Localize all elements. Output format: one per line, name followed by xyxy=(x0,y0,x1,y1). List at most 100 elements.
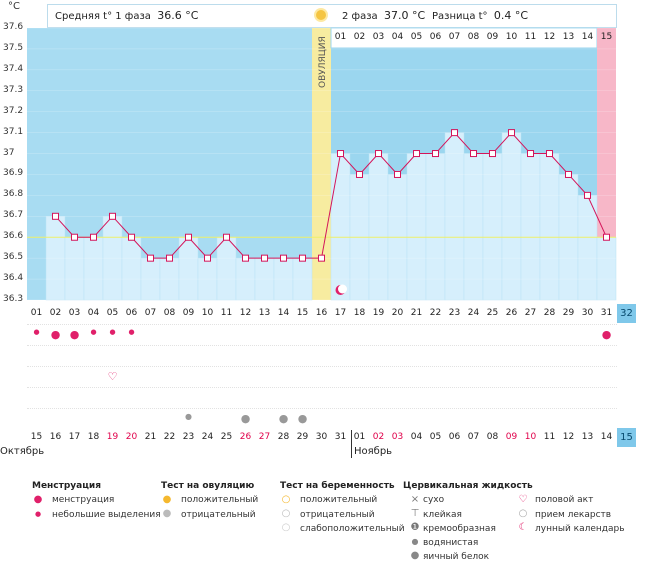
legend-menstruation-title: Менструация xyxy=(32,481,101,491)
calendar-date: 10 xyxy=(524,432,537,442)
calendar-date: 07 xyxy=(467,432,480,442)
legend-moon: лунный календарь xyxy=(535,524,625,534)
symptom-row xyxy=(27,345,617,367)
phase2-label: 2 фаза xyxy=(342,11,378,22)
y-tick-label: 36.5 xyxy=(3,252,24,263)
phase2-day-number: 05 xyxy=(410,32,423,42)
menstruation-icon: ● xyxy=(50,328,61,341)
phase2-day-number: 01 xyxy=(334,32,347,42)
calendar-date: 16 xyxy=(49,432,62,442)
calendar-date: 08 xyxy=(486,432,499,442)
next-period-band xyxy=(597,28,616,300)
calendar-date: 09 xyxy=(505,432,518,442)
eggwhite-icon: ● xyxy=(240,412,251,425)
temp-bar-day-17 xyxy=(330,153,351,301)
temp-bar-day-06 xyxy=(121,236,142,301)
temp-point-day-04 xyxy=(90,233,97,241)
eggwhite-icon: ● xyxy=(278,412,289,425)
cycle-day-label: 08 xyxy=(163,308,176,318)
symptom-row xyxy=(27,387,617,409)
calendar-date: 30 xyxy=(315,432,328,442)
cycle-day-label: 25 xyxy=(486,308,499,318)
temperature-chart: ОВУЛЯЦИЯ xyxy=(27,27,617,301)
sticky-icon: ⊤ xyxy=(410,508,420,519)
menstruation-icon: ● xyxy=(90,328,97,336)
temp-bar-day-28 xyxy=(539,153,560,301)
intercourse-icon: ♡ xyxy=(107,370,118,383)
spotting-icon: ● xyxy=(34,510,42,518)
temp-point-day-31 xyxy=(603,233,610,241)
symptom-row xyxy=(27,324,617,346)
legend-ovtest-positive: положительный xyxy=(181,495,259,505)
temp-bar-day-22 xyxy=(425,153,446,301)
calendar-date: 24 xyxy=(201,432,214,442)
temp-bar-day-25 xyxy=(482,153,503,301)
temp-point-day-18 xyxy=(356,170,363,178)
calendar-date: 15 xyxy=(30,432,43,442)
temp-bar-day-09 xyxy=(178,236,199,301)
y-tick-label: 37 xyxy=(3,147,15,158)
temp-point-day-20 xyxy=(394,170,401,178)
temp-bar-day-24 xyxy=(463,153,484,301)
phase2-day-number: 08 xyxy=(467,32,480,42)
temp-bar-day-19 xyxy=(368,153,389,301)
legend-spotting: небольшие выделения xyxy=(52,510,161,520)
phase1-label: Средняя t° 1 фаза xyxy=(55,11,151,22)
temp-point-day-03 xyxy=(71,233,78,241)
month-november: Ноябрь xyxy=(354,446,393,457)
y-tick-label: 37.1 xyxy=(3,126,24,137)
calendar-date: 22 xyxy=(163,432,176,442)
cycle-day-label: 17 xyxy=(334,308,347,318)
calendar-date: 13 xyxy=(581,432,594,442)
phase1-value: 36.6 °C xyxy=(157,9,199,22)
cycle-day-label: 30 xyxy=(581,308,594,318)
diff-value: 0.4 °C xyxy=(493,9,529,22)
phase2-day-number: 12 xyxy=(543,32,556,42)
temp-point-day-28 xyxy=(546,150,553,158)
temp-point-day-11 xyxy=(223,233,230,241)
moon-icon: ☾ xyxy=(518,522,528,533)
temp-point-day-23 xyxy=(451,129,458,137)
temp-point-day-30 xyxy=(584,191,591,199)
phase2-day-number: 06 xyxy=(429,32,442,42)
cycle-day-label: 14 xyxy=(277,308,290,318)
menstruation-icon: ● xyxy=(109,328,116,336)
difference: Разница t° 0.4 °C xyxy=(432,9,528,22)
period-day-badge: 15 xyxy=(617,428,636,447)
legend-pregtest-title: Тест на беременность xyxy=(280,481,395,491)
legend-pregtest-positive: положительный xyxy=(300,495,378,505)
cycle-day-label: 11 xyxy=(220,308,233,318)
calendar-date: 31 xyxy=(334,432,347,442)
watery-icon: ● xyxy=(185,412,192,421)
calendar-date: 03 xyxy=(391,432,404,442)
temp-point-day-06 xyxy=(128,233,135,241)
legend-dry: сухо xyxy=(423,495,445,505)
calendar-date: 05 xyxy=(429,432,442,442)
calendar-date: 04 xyxy=(410,432,423,442)
temp-point-day-10 xyxy=(204,254,211,262)
calendar-date: 26 xyxy=(239,432,252,442)
legend-watery: водянистая xyxy=(423,538,479,548)
temp-point-day-02 xyxy=(52,212,59,220)
temp-bar-day-04 xyxy=(83,236,104,301)
eggwhite-icon: ● xyxy=(297,412,308,425)
cycle-day-label: 12 xyxy=(239,308,252,318)
ovulation-label: ОВУЛЯЦИЯ xyxy=(318,36,328,88)
legend-pregtest-negative: отрицательный xyxy=(300,510,375,520)
temp-bar-day-03 xyxy=(64,236,85,301)
temp-point-day-26 xyxy=(508,129,515,137)
y-tick-label: 37.4 xyxy=(3,63,24,74)
phase2-day-number: 14 xyxy=(581,32,594,42)
phase2-day-number: 13 xyxy=(562,32,575,42)
temp-point-day-25 xyxy=(489,150,496,158)
cycle-day-label: 02 xyxy=(49,308,62,318)
cycle-day-label: 28 xyxy=(543,308,556,318)
dry-icon: × xyxy=(410,494,420,505)
temp-point-day-13 xyxy=(261,254,268,262)
temp-bar-day-27 xyxy=(520,153,541,301)
temp-point-day-08 xyxy=(166,254,173,262)
menstruation-icon: ● xyxy=(69,328,80,341)
phase2-day-number: 03 xyxy=(372,32,385,42)
month-divider xyxy=(351,430,352,458)
calendar-date: 28 xyxy=(277,432,290,442)
